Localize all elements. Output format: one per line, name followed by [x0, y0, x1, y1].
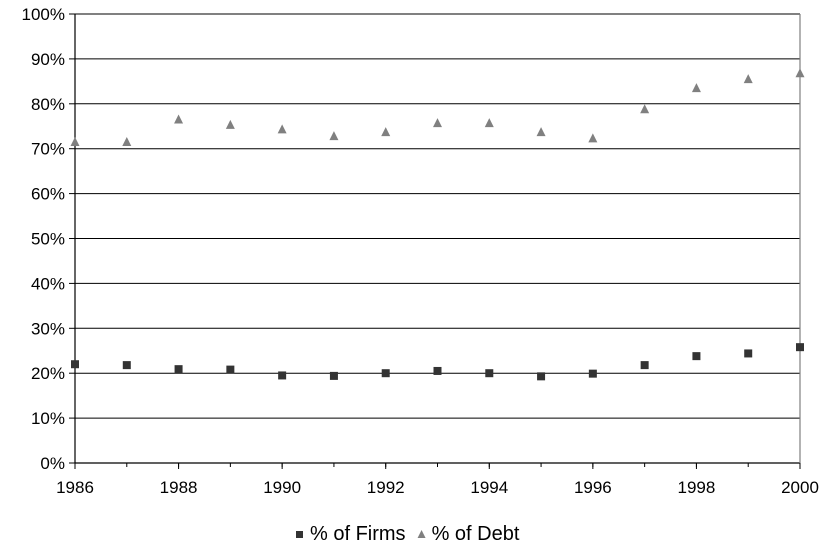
x-tick-label: 1988: [160, 478, 198, 497]
data-points: [70, 68, 805, 381]
y-tick-label: 40%: [31, 274, 65, 293]
firms-point-1996: [588, 369, 597, 378]
y-tick-label: 50%: [31, 230, 65, 249]
grid-lines: [75, 13, 800, 419]
x-axis-tick-labels: 1986 1988 1990 1992 1994 1996 1998 2000: [56, 478, 819, 497]
y-tick-label: 20%: [31, 364, 65, 383]
debt-point-1993: [433, 118, 442, 128]
firms-point-1999: [744, 349, 753, 358]
firms-point-1991: [329, 371, 338, 380]
firms-point-1990: [278, 371, 287, 380]
y-tick-label: 60%: [31, 185, 65, 204]
debt-point-1986: [70, 136, 80, 146]
x-tick-label: 1998: [678, 478, 716, 497]
legend-debt-label: % of Debt: [432, 523, 520, 545]
x-tick-label: 2000: [781, 478, 819, 497]
firms-point-1992: [381, 369, 390, 378]
y-tick-label: 90%: [31, 50, 65, 69]
firms-point-1995: [537, 372, 546, 381]
firms-point-1998: [692, 352, 701, 361]
debt-point-1991: [329, 131, 339, 141]
debt-point-1992: [381, 127, 391, 137]
y-tick-label: 100%: [22, 5, 65, 24]
firms-point-1986: [71, 360, 79, 369]
debt-point-1995: [536, 127, 546, 137]
legend: % of Firms % of Debt: [296, 523, 520, 545]
x-tick-label: 1986: [56, 478, 94, 497]
firms-point-1997: [640, 361, 649, 370]
firms-point-1994: [485, 369, 494, 378]
legend-debt-marker: [417, 530, 426, 538]
y-tick-label: 80%: [31, 95, 65, 114]
debt-point-1997: [640, 104, 650, 114]
y-tick-label: 0%: [40, 454, 65, 473]
y-tick-label: 10%: [31, 409, 65, 428]
x-tick-label: 1994: [470, 478, 508, 497]
debt-point-1999: [743, 74, 753, 84]
legend-firms-label: % of Firms: [310, 523, 406, 545]
debt-point-1987: [122, 136, 132, 146]
debt-point-2000: [795, 68, 805, 78]
debt-point-1990: [277, 124, 287, 134]
firms-point-1988: [174, 365, 183, 374]
x-tick-label: 1996: [574, 478, 612, 497]
firms-point-1987: [122, 361, 131, 370]
debt-point-1994: [484, 118, 494, 128]
y-axis-tick-labels: 0% 10% 20% 30% 40% 50% 60% 70% 80% 90% 100%: [22, 5, 65, 473]
debt-point-1989: [225, 119, 235, 129]
firms-point-1993: [433, 366, 442, 375]
debt-point-1998: [691, 83, 701, 93]
y-tick-label: 70%: [31, 140, 65, 159]
x-tick-label: 1990: [263, 478, 301, 497]
legend-firms-marker: [296, 531, 303, 538]
y-tick-label: 30%: [31, 319, 65, 338]
debt-point-1996: [588, 133, 598, 143]
firms-point-1989: [226, 365, 235, 374]
debt-point-1988: [174, 114, 184, 124]
axes: [69, 13, 801, 469]
x-tick-label: 1992: [367, 478, 405, 497]
firms-point-2000: [796, 343, 804, 352]
